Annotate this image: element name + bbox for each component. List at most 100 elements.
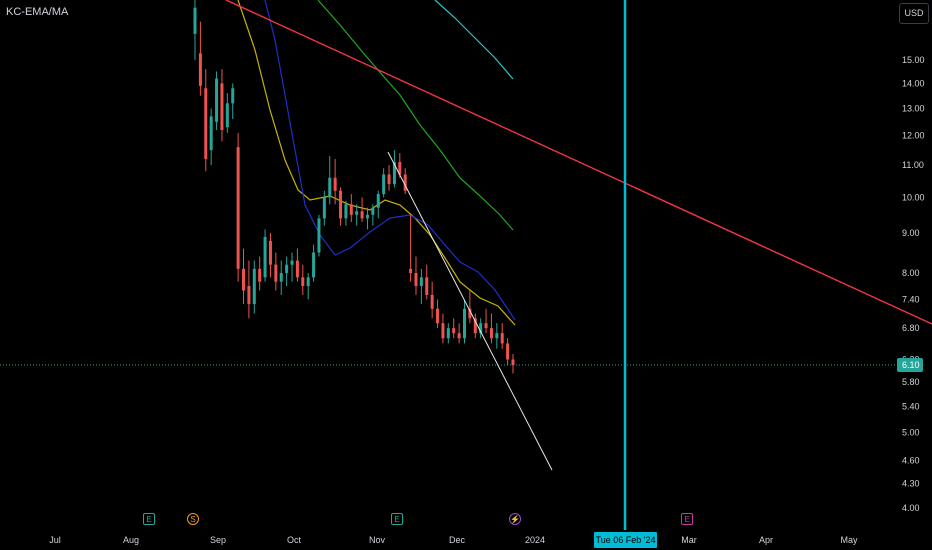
candle-body (360, 211, 364, 219)
candle-body (301, 277, 305, 287)
candle-body (209, 116, 213, 151)
candle-body (349, 204, 353, 215)
candle-body (344, 204, 348, 219)
candle-body (274, 264, 278, 282)
candle-body (285, 264, 289, 274)
candle-body (279, 273, 283, 282)
time-tick-label: Jul (49, 535, 61, 545)
crosshair-date-badge (594, 532, 657, 548)
time-tick-label: Nov (369, 535, 386, 545)
candle-body (371, 207, 375, 215)
currency-button[interactable]: USD (899, 3, 929, 24)
earnings-event-icon[interactable]: E (391, 513, 403, 525)
crosshair-date-label: Tue 06 Feb '24 (596, 535, 656, 545)
candle-body (457, 333, 461, 339)
price-tick-label: 9.00 (902, 228, 920, 238)
candle-body (306, 277, 310, 287)
candle-body (409, 268, 413, 274)
candle-body (506, 343, 510, 360)
candle-body (198, 53, 202, 86)
candle-body (333, 177, 337, 191)
candle-body (403, 174, 407, 191)
candle-body (322, 197, 326, 219)
split-event-icon[interactable]: S (187, 513, 199, 525)
candle-body (365, 214, 369, 219)
price-tick-label: 8.00 (902, 268, 920, 278)
price-tick-label: 5.00 (902, 427, 920, 437)
price-tick-label: 4.00 (902, 503, 920, 513)
candle-body (382, 174, 386, 195)
ma-blue-line (264, 0, 516, 321)
candle-body (204, 88, 208, 160)
candle-body (392, 162, 396, 185)
price-tick-label: 4.30 (902, 478, 920, 488)
candle-body (462, 308, 466, 339)
candle-body (355, 211, 359, 215)
white-trendline (387, 151, 553, 471)
time-axis[interactable]: Jul Aug Sep Oct Nov Dec 2024 Mar Apr May Tue 06 Fe… (49, 532, 858, 548)
price-tick-label: 13.00 (902, 104, 925, 114)
candle-body (225, 103, 229, 128)
price-axis[interactable]: 15.00 14.00 13.00 12.00 11.00 10.00 9.00 8.00 7.… (897, 55, 925, 513)
candle-body (258, 268, 262, 282)
price-tick-label: 6.80 (902, 323, 920, 333)
candle-series (193, 0, 515, 374)
candle-body (398, 162, 402, 175)
candle-body (436, 308, 440, 324)
price-tick-label: 12.00 (902, 131, 925, 141)
candle-body (414, 273, 418, 287)
time-tick-label: Sep (210, 535, 226, 545)
candle-body (376, 194, 380, 208)
candle-body (387, 174, 391, 185)
symbol-label[interactable]: KC-EMA/MA (6, 6, 69, 18)
time-tick-label: Oct (287, 535, 302, 545)
candle-body (446, 328, 450, 339)
time-tick-label: Dec (449, 535, 466, 545)
time-tick-label: Aug (123, 535, 139, 545)
time-tick-label: 2024 (525, 535, 545, 545)
price-tick-label: 10.00 (902, 192, 925, 202)
red-trendline (225, 0, 932, 325)
price-tick-label: 5.40 (902, 401, 920, 411)
candle-body (247, 286, 251, 305)
earnings-event-icon[interactable]: E (143, 513, 155, 525)
price-tick-label: 4.60 (902, 456, 920, 466)
candle-body (242, 268, 246, 291)
earnings-event-icon[interactable]: E (681, 513, 693, 525)
candle-body (295, 260, 299, 278)
candle-body (317, 218, 321, 253)
ma-teal-line (434, 0, 514, 80)
candle-body (489, 328, 493, 339)
candle-body (231, 88, 235, 104)
price-tick-label: 15.00 (902, 55, 925, 65)
candle-body (452, 328, 456, 334)
candle-body (479, 323, 483, 334)
time-tick-label: May (840, 535, 858, 545)
candle-body (215, 78, 219, 122)
dividend-event-icon[interactable]: ⚡ (509, 513, 521, 525)
candle-body (328, 177, 332, 198)
candle-body (290, 260, 294, 265)
price-tick-label: 7.40 (902, 294, 920, 304)
candle-body (500, 333, 504, 344)
candle-body (263, 236, 267, 278)
candle-body (441, 323, 445, 339)
candle-body (220, 83, 224, 131)
candle-body (252, 268, 256, 305)
candle-body (339, 190, 343, 219)
candle-body (484, 323, 488, 329)
candle-body (495, 333, 499, 339)
candle-body (268, 240, 272, 265)
time-tick-label: Apr (759, 535, 773, 545)
candle-body (312, 252, 316, 278)
last-price-label: 6.10 (902, 360, 920, 370)
candle-body (511, 359, 515, 365)
time-tick-label: Mar (681, 535, 697, 545)
candle-body (430, 294, 434, 309)
price-tick-label: 14.00 (902, 78, 925, 88)
candle-body (473, 318, 477, 334)
ma-green-line (317, 0, 514, 231)
price-tick-label: 5.80 (902, 377, 920, 387)
